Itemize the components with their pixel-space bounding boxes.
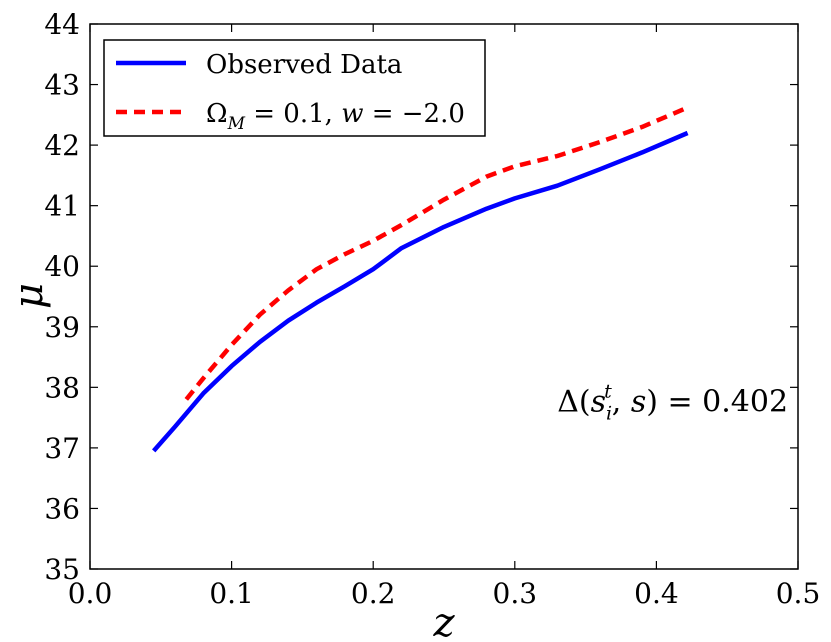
y-tick-label: 43: [44, 69, 80, 102]
ticks-group: 0.0 0.1 0.2 0.3 0.4 0.5 35 36 37 38 39 40 41 42 43 44: [44, 8, 820, 610]
y-tick-label: 40: [44, 250, 80, 283]
legend-box: [103, 39, 486, 137]
x-tick-label: 0.0: [68, 577, 113, 610]
annotation-delta: Δ(sit, s) = 0.402: [557, 381, 788, 425]
x-tick-label: 0.5: [776, 577, 821, 610]
y-tick-label: 35: [44, 553, 80, 586]
x-axis-label: z: [432, 600, 455, 642]
y-tick-label: 42: [44, 129, 80, 162]
y-tick-label: 38: [44, 371, 80, 404]
series-line-observed: [152, 130, 689, 453]
legend: Observed Data ΩM = 0.1, w = −2.0: [103, 39, 486, 137]
y-tick-label: 39: [44, 311, 80, 344]
x-tick-label: 0.2: [351, 577, 396, 610]
x-tick-label: 0.3: [493, 577, 538, 610]
series-group: [152, 106, 689, 453]
y-tick-label: 44: [44, 8, 80, 41]
y-tick-label: 41: [44, 190, 80, 223]
y-axis-label: μ: [6, 283, 52, 309]
x-tick-label: 0.1: [209, 577, 254, 610]
x-tick-label: 0.4: [634, 577, 679, 610]
y-tick-label: 36: [44, 492, 80, 525]
legend-label-model: ΩM = 0.1, w = −2.0: [206, 99, 465, 134]
plot-frame: [89, 23, 799, 570]
y-tick-label: 37: [44, 432, 80, 465]
series-line-model: [184, 106, 686, 401]
legend-label-observed: Observed Data: [206, 50, 402, 80]
